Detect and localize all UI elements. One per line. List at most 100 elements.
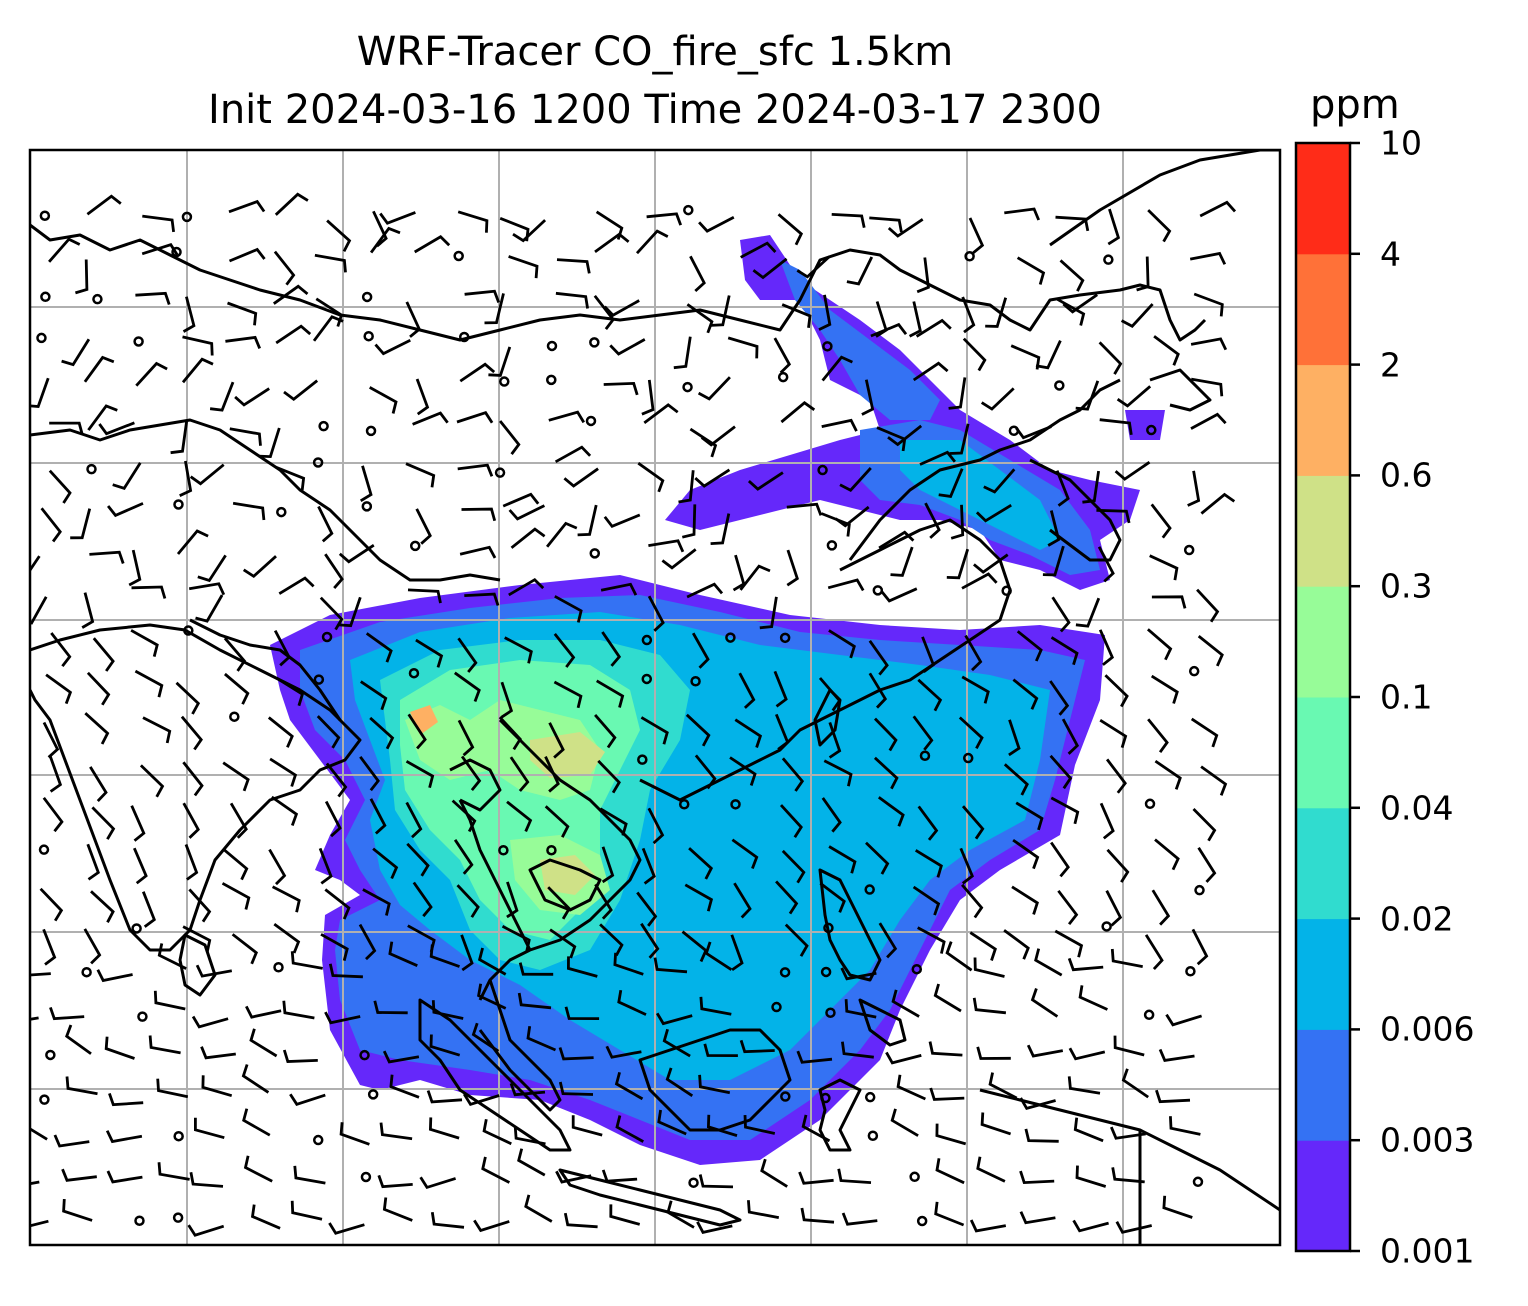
wind-barb [459, 362, 496, 383]
wind-barb [1190, 377, 1224, 397]
wind-barb [86, 194, 122, 216]
calm-circle [131, 923, 142, 934]
colorbar-tick-label: 4 [1380, 234, 1401, 274]
wind-barb [648, 539, 685, 553]
wind-barb [510, 527, 546, 549]
wind-barb [499, 420, 521, 455]
wind-barb [828, 845, 857, 874]
wind-barb [508, 577, 545, 597]
wind-barb [603, 381, 639, 396]
wind-barb [1099, 418, 1133, 436]
wind-barb [1030, 988, 1059, 1018]
wind-barb [382, 1050, 420, 1064]
wind-barb [878, 530, 915, 550]
wind-barb [194, 1117, 225, 1140]
wind-barb [1072, 1219, 1109, 1233]
colorbar-tick-label: 0.003 [1380, 1120, 1475, 1160]
lat-lon-gridlines [30, 150, 1280, 1245]
wind-barb [157, 1162, 190, 1181]
wind-barb [759, 596, 778, 630]
wind-barb [42, 721, 60, 759]
wind-barb [517, 992, 552, 1010]
wind-barb [272, 284, 309, 305]
wind-barb [798, 1171, 834, 1185]
wind-barb [405, 462, 436, 488]
calm-circle [39, 1094, 50, 1105]
wind-barb [328, 1222, 365, 1235]
wind-barb [613, 952, 644, 976]
wind-barb [506, 881, 519, 919]
wind-barb [961, 675, 990, 704]
wind-barb [30, 1219, 49, 1228]
wind-barb [962, 337, 987, 372]
wind-barb [373, 1000, 408, 1015]
wind-barb [972, 997, 1007, 1015]
calm-circle [81, 966, 92, 978]
wind-barb [935, 1158, 965, 1185]
calm-circle [453, 250, 464, 262]
wind-barb [1055, 470, 1070, 507]
wind-barb [1019, 1211, 1056, 1225]
calm-circle [962, 752, 974, 764]
wind-barb [195, 594, 224, 623]
wind-barb [365, 632, 393, 663]
calm-circle [276, 506, 287, 518]
calm-circle [321, 631, 333, 643]
wind-barb [961, 883, 984, 919]
wind-barb [661, 548, 697, 570]
wind-barb [134, 669, 164, 698]
wind-barb [964, 634, 983, 672]
wind-barb [221, 882, 251, 910]
wind-barb [293, 1165, 326, 1185]
wind-barb [924, 502, 941, 539]
calm-circle [181, 211, 193, 223]
wind-barb [39, 887, 64, 922]
wind-barb [49, 421, 84, 435]
wind-barb [269, 757, 298, 787]
wind-barb [945, 941, 973, 972]
wind-barb [318, 847, 333, 885]
calm-circle [494, 467, 506, 478]
wind-barb [413, 235, 451, 254]
wind-barb [222, 848, 249, 881]
wind-barb [389, 1074, 420, 1099]
calm-circle [1183, 544, 1195, 556]
wind-barb [727, 336, 759, 359]
wind-barb [946, 548, 970, 580]
wind-barb [605, 1045, 642, 1059]
wind-barb [548, 410, 585, 424]
wind-barb [314, 253, 347, 273]
wind-barb [289, 1093, 326, 1106]
wind-barb [49, 1006, 85, 1021]
calm-circle [172, 1212, 184, 1223]
wind-barb [780, 401, 816, 424]
wind-barb [188, 888, 212, 923]
wind-barb [773, 337, 792, 374]
wind-barb [950, 504, 965, 540]
wind-barb [700, 425, 736, 447]
wind-barb [877, 796, 905, 827]
wind-barb [554, 595, 583, 623]
wind-barb [225, 335, 261, 349]
wind-barb [564, 1006, 600, 1020]
wind-barb [504, 636, 533, 664]
colorbar-segment [1296, 697, 1350, 809]
wind-barb [359, 755, 380, 792]
wind-barb [704, 941, 733, 971]
wind-barb [1190, 717, 1219, 748]
wind-barb [961, 805, 985, 840]
wind-barb [980, 387, 1015, 411]
wind-barb [180, 715, 203, 751]
wind-barb [738, 672, 756, 709]
wind-barb [1075, 1165, 1107, 1188]
wind-barb [1105, 758, 1127, 794]
calm-circle [183, 625, 194, 636]
wind-barb [498, 716, 522, 751]
wind-barb [369, 716, 395, 750]
wind-barb [1115, 1221, 1153, 1234]
wind-barb [599, 807, 628, 836]
wind-barb [1121, 1068, 1149, 1099]
colorbar-segment [1296, 364, 1350, 476]
wind-barb [841, 1041, 874, 1059]
wind-barb [62, 1199, 93, 1222]
